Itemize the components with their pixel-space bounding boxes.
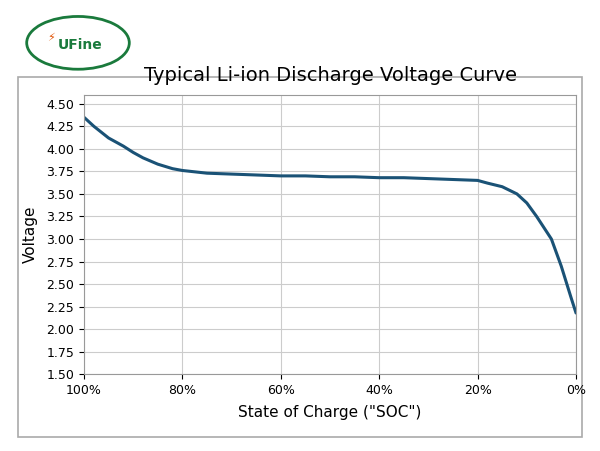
Ellipse shape [26, 16, 130, 69]
Text: ⚡: ⚡ [47, 33, 55, 43]
Text: UFine: UFine [58, 38, 103, 52]
X-axis label: State of Charge ("SOC"): State of Charge ("SOC") [238, 405, 422, 420]
Y-axis label: Voltage: Voltage [23, 206, 38, 263]
Title: Typical Li-ion Discharge Voltage Curve: Typical Li-ion Discharge Voltage Curve [143, 66, 517, 85]
